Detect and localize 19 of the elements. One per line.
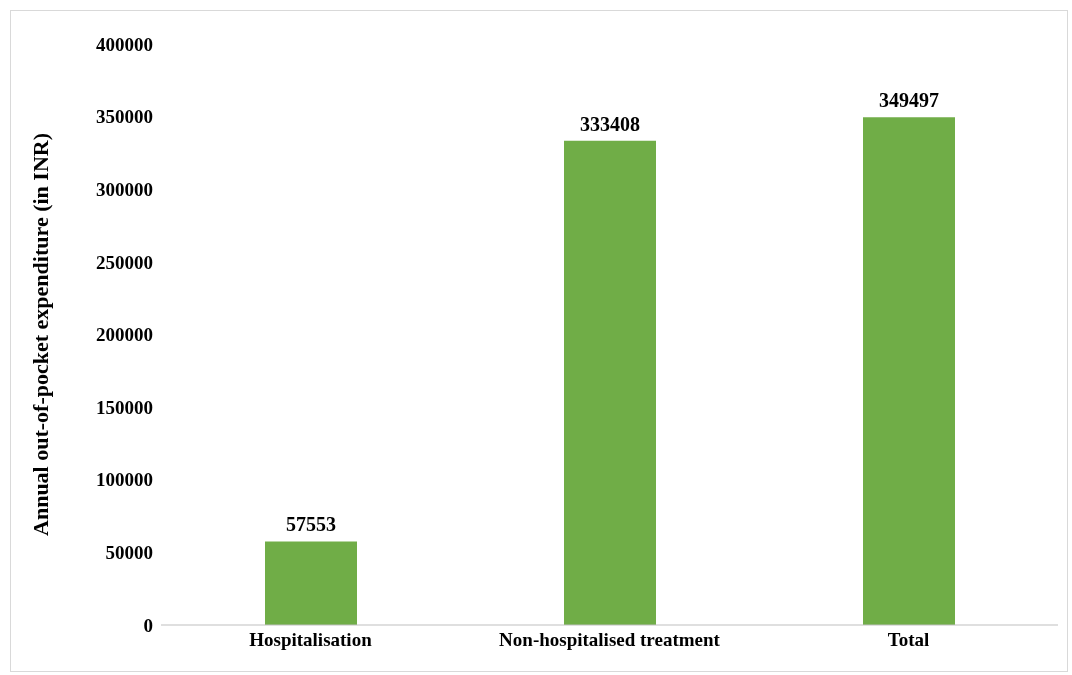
data-label: 349497 [879, 89, 939, 112]
y-tick-label: 400000 [96, 33, 153, 55]
y-tick-label: 150000 [96, 396, 153, 418]
bar [564, 140, 656, 625]
x-tick-label: Hospitalisation [249, 629, 373, 651]
y-tick-label: 200000 [96, 324, 153, 346]
data-label: 333408 [580, 112, 640, 135]
y-tick-label: 50000 [105, 542, 153, 564]
bar [265, 541, 357, 625]
data-label: 57553 [286, 513, 336, 536]
x-tick-label: Non-hospitalised treatment [499, 629, 721, 651]
bar [863, 117, 955, 625]
x-tick-label: Total [887, 629, 930, 651]
y-tick-label: 100000 [96, 469, 153, 491]
y-axis-title: Annual out-of-pocket expenditure (in INR) [27, 133, 53, 536]
y-tick-label: 300000 [96, 178, 153, 200]
y-tick-label: 350000 [96, 106, 153, 128]
y-tick-label: 250000 [96, 251, 153, 273]
y-tick-label: 0 [143, 614, 153, 636]
